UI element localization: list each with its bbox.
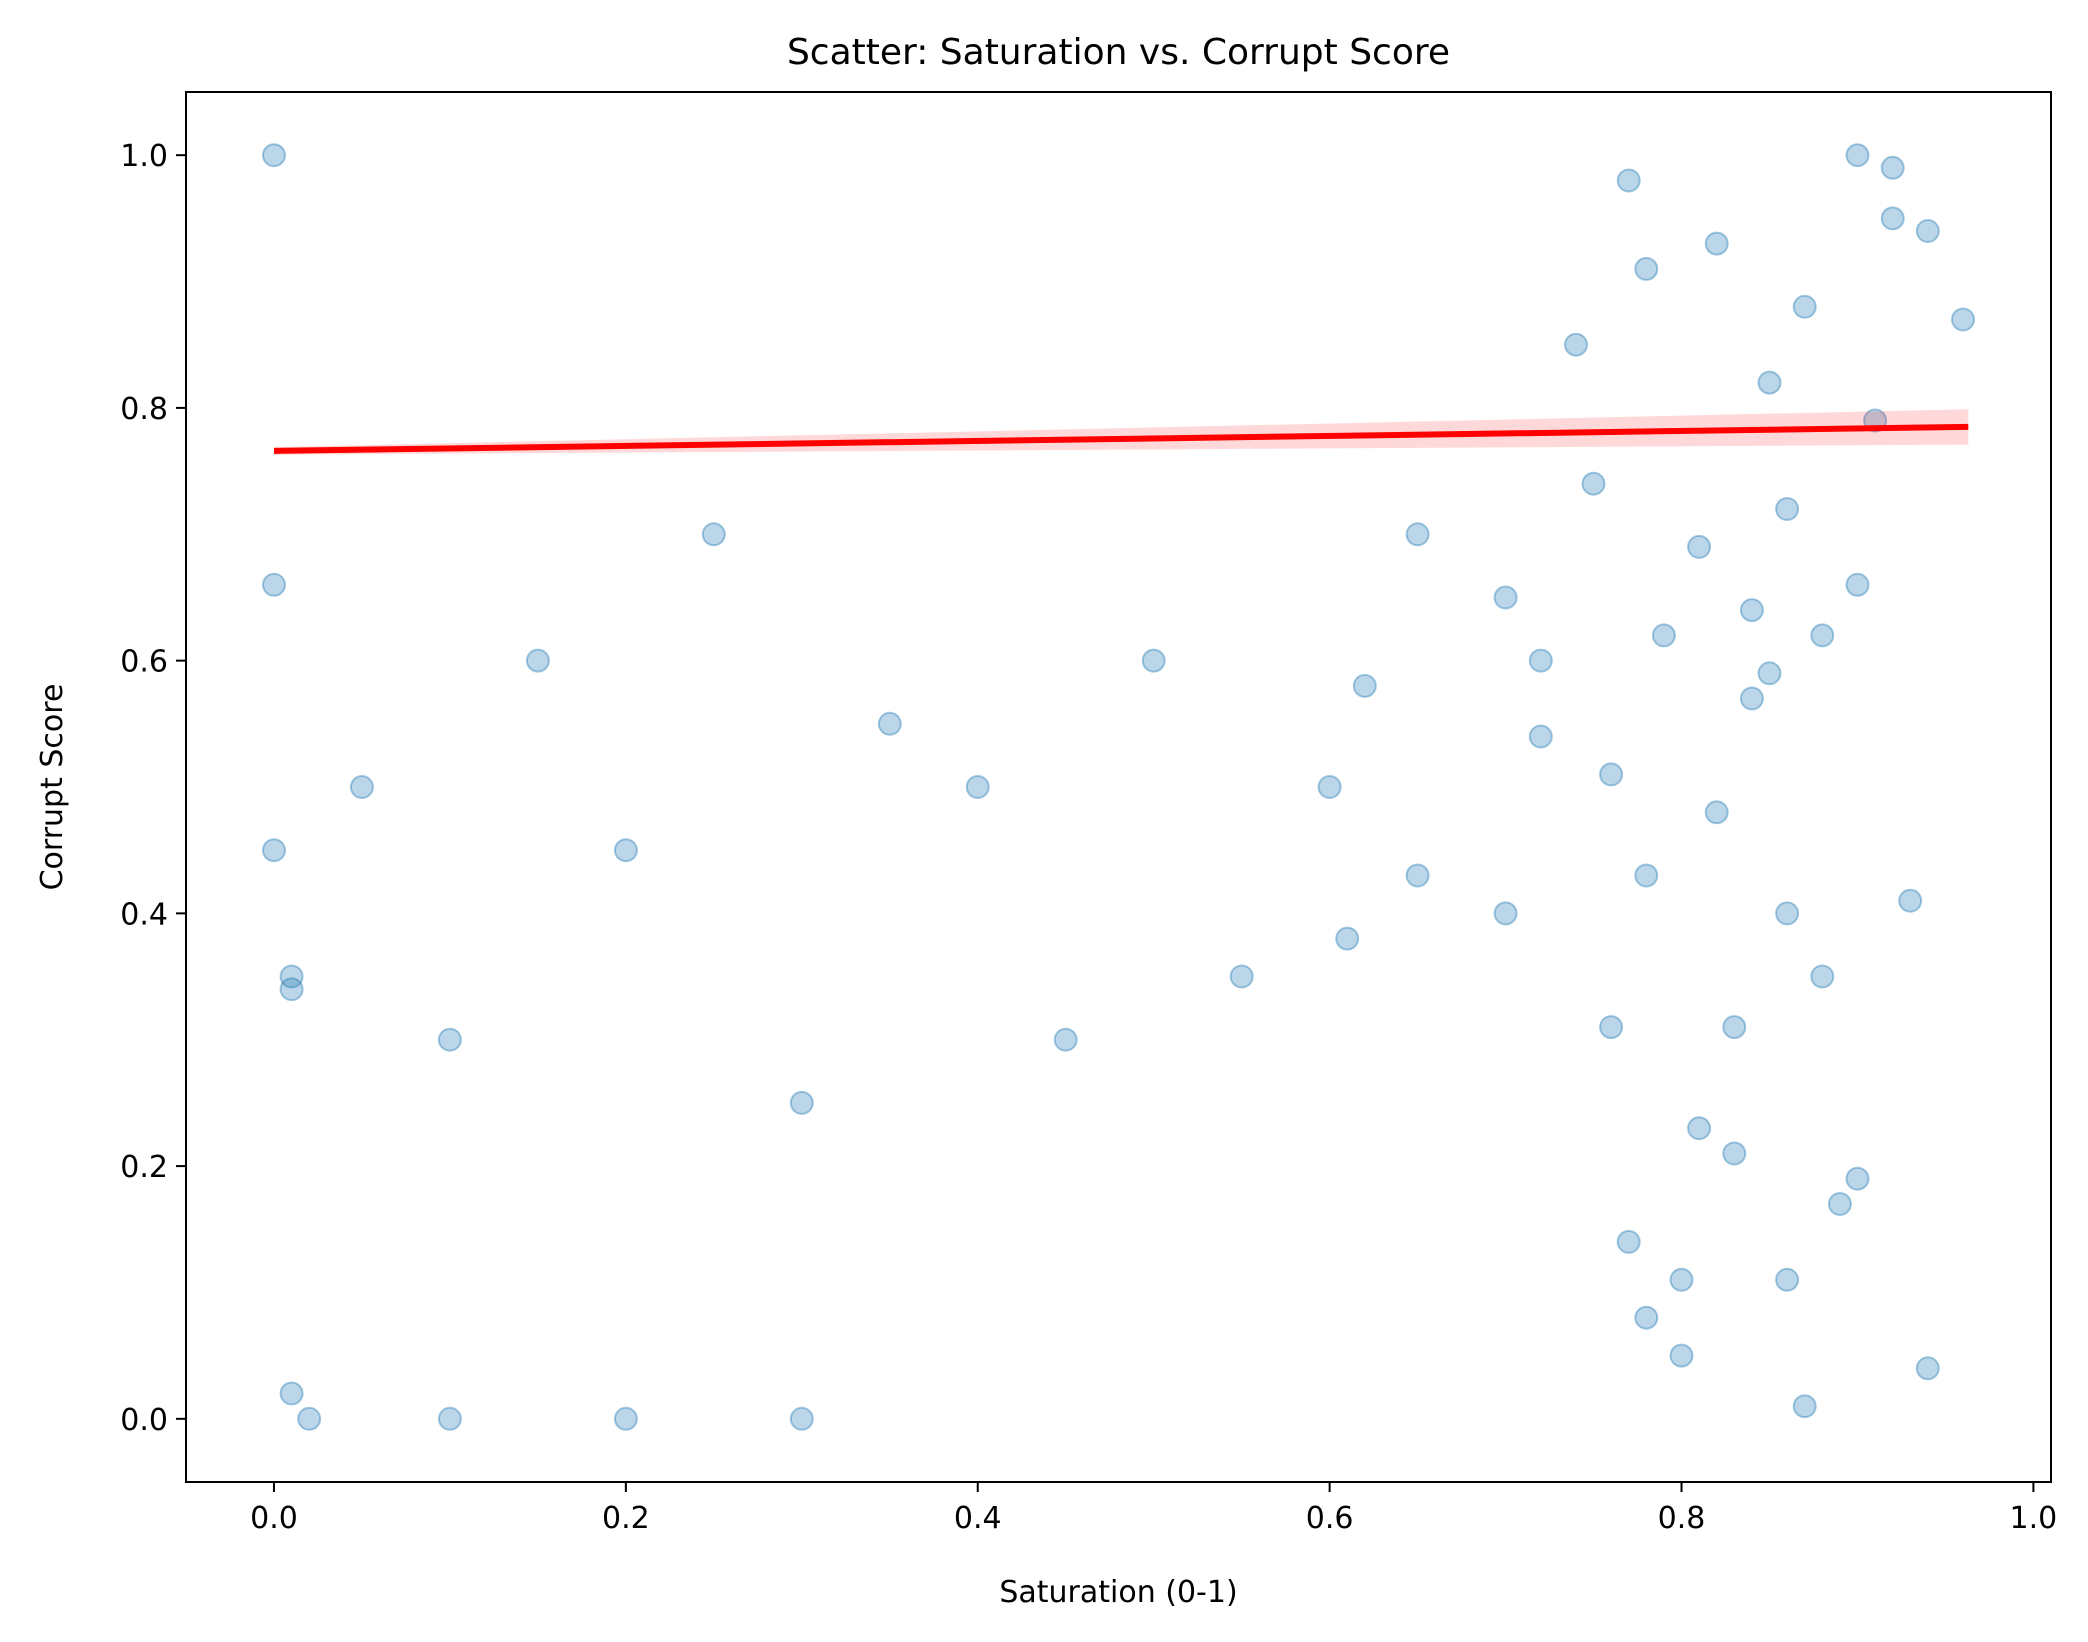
scatter-point [1634,1305,1659,1330]
x-tick-label: 1.0 [2010,1501,2058,1536]
scatter-point [1775,497,1800,521]
scatter-point [1528,724,1553,749]
scatter-point [279,964,304,989]
scatter-point [1775,1267,1800,1292]
y-tick-label: 0.2 [120,1150,168,1185]
scatter-point [1704,231,1729,256]
regression-line [273,423,1969,454]
y-tick-label: 0.6 [120,645,168,680]
x-tick-label: 0.4 [954,1501,1002,1536]
scatter-point [1669,1267,1694,1292]
scatter-point [1880,206,1905,231]
scatter-point [1880,155,1905,180]
points-layer [262,143,1975,1431]
scatter-point [1564,332,1588,357]
plot-frame [185,91,2052,1483]
scatter-point [1229,964,1254,989]
scatter-point [297,1406,322,1431]
scatter-point [1493,901,1518,926]
scatter-point [1951,307,1975,332]
y-axis-label: Corrupt Score [35,684,70,891]
y-tick-label: 0.8 [120,392,168,427]
scatter-point [1616,168,1641,193]
scatter-point [789,1406,814,1431]
scatter-point [1352,673,1377,698]
scatter-point [437,1027,462,1052]
scatter-point [1810,964,1835,989]
scatter-point [1775,901,1800,926]
scatter-point [1739,686,1764,711]
scatter-point [1599,762,1624,787]
scatter-point [1634,863,1659,888]
scatter-point [1792,1394,1817,1419]
scatter-point [262,143,286,168]
scatter-point [1915,219,1940,243]
scatter-point [1651,623,1676,648]
scatter-point [1687,534,1712,559]
x-axis-label: Saturation (0-1) [999,1575,1237,1610]
scatter-point [1845,143,1870,168]
x-axis-ticks: 0.0 0.2 0.4 0.6 0.8 1.0 [250,1482,2057,1536]
scatter-point [262,572,286,597]
scatter-point [1405,522,1430,547]
scatter-point [1317,775,1342,799]
scatter-point [279,977,304,1002]
fit-layer [273,409,1969,455]
scatter-point [1722,1015,1747,1040]
scatter-point [701,522,726,547]
scatter-point [1757,370,1782,395]
scatter-point [1141,648,1166,673]
scatter-point [1810,623,1835,648]
scatter-point [1827,1192,1852,1216]
scatter-point [1792,294,1817,319]
scatter-point [613,1406,638,1431]
scatter-point [1616,1229,1641,1254]
scatter-point [1599,1015,1624,1040]
scatter-point [349,775,374,799]
scatter-point [1493,585,1518,610]
scatter-point [525,648,550,673]
x-tick-label: 0.6 [1306,1501,1354,1536]
scatter-point [437,1406,462,1431]
scatter-point [1898,888,1923,913]
scatter-point [1053,1027,1078,1052]
y-tick-label: 0.0 [120,1403,168,1438]
scatter-point [1845,572,1870,597]
scatter-point [1669,1343,1694,1368]
scatter-point [789,1090,814,1115]
scatter-point [1581,471,1606,496]
scatter-point [1739,598,1764,623]
scatter-point [1722,1141,1747,1166]
y-tick-label: 0.4 [120,897,168,932]
scatter-point [1528,648,1553,673]
scatter-point [279,1381,304,1406]
scatter-point [1634,256,1659,281]
scatter-point [1915,1356,1940,1381]
scatter-point [262,838,286,863]
chart-title: Scatter: Saturation vs. Corrupt Score [787,32,1450,73]
scatter-point [877,711,902,736]
scatter-point [1845,1166,1870,1191]
scatter-point [965,775,990,799]
x-tick-label: 0.8 [1658,1501,1706,1536]
scatter-point [613,838,638,863]
scatter-point [1335,926,1360,951]
scatter-point [1687,1116,1712,1141]
y-tick-label: 1.0 [120,139,168,174]
x-tick-label: 0.0 [250,1501,298,1536]
scatter-point [1704,800,1729,825]
y-axis-ticks: 0.0 0.2 0.4 0.6 0.8 1.0 [120,139,186,1438]
scatter-point [1405,863,1430,888]
x-tick-label: 0.2 [602,1501,650,1536]
scatter-point [1757,661,1782,686]
